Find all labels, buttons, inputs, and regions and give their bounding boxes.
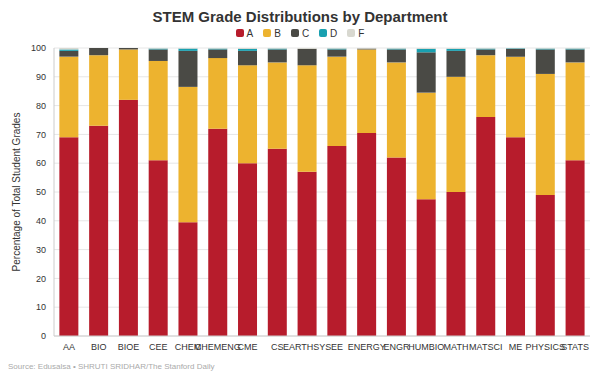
svg-text:EARTHSYS: EARTHSYS (283, 342, 331, 352)
svg-text:CS: CS (271, 342, 284, 352)
html-text:C: C (301, 27, 310, 39)
svg-text:Percentage of Total Student Gr: Percentage of Total Student Grades (11, 113, 22, 272)
svg-text:ME: ME (509, 342, 523, 352)
html-text:B: B (274, 27, 281, 39)
svg-text:ENGR: ENGR (383, 342, 410, 352)
svg-text:BIO: BIO (91, 342, 107, 352)
svg-text:CHEMENG: CHEMENG (195, 342, 241, 352)
html-text:A: A (246, 27, 254, 39)
html-text:STEM Grade Distributions by De: STEM Grade Distributions by Department (152, 8, 448, 25)
svg-text:30: 30 (36, 245, 46, 255)
html-text:F: F (358, 27, 365, 39)
svg-text:20: 20 (36, 274, 46, 284)
svg-text:ENERGY: ENERGY (348, 342, 386, 352)
svg-text:BIOE: BIOE (118, 342, 140, 352)
svg-text:CEE: CEE (149, 342, 168, 352)
svg-text:STATS: STATS (561, 342, 589, 352)
svg-text:PHYSICS: PHYSICS (526, 342, 566, 352)
svg-text:MATH: MATH (444, 342, 469, 352)
svg-text:80: 80 (36, 101, 46, 111)
svg-text:CME: CME (238, 342, 258, 352)
svg-text:50: 50 (36, 187, 46, 197)
svg-text:70: 70 (36, 130, 46, 140)
svg-text:90: 90 (36, 72, 46, 82)
svg-text:100: 100 (31, 43, 46, 53)
svg-text:60: 60 (36, 158, 46, 168)
svg-text:10: 10 (36, 302, 46, 312)
html-text:Source: Edusalsa • SHRUTI SRID: Source: Edusalsa • SHRUTI SRIDHAR/The St… (8, 362, 215, 371)
svg-text:CHEM: CHEM (174, 342, 202, 353)
svg-text:HUMBIO: HUMBIO (408, 342, 444, 352)
html-text:D: D (330, 27, 338, 39)
svg-text:0: 0 (41, 331, 46, 341)
svg-text:AA: AA (63, 342, 75, 352)
svg-text:EE: EE (331, 342, 343, 352)
svg-text:MATSCI: MATSCI (469, 342, 502, 352)
svg-text:40: 40 (36, 216, 46, 226)
